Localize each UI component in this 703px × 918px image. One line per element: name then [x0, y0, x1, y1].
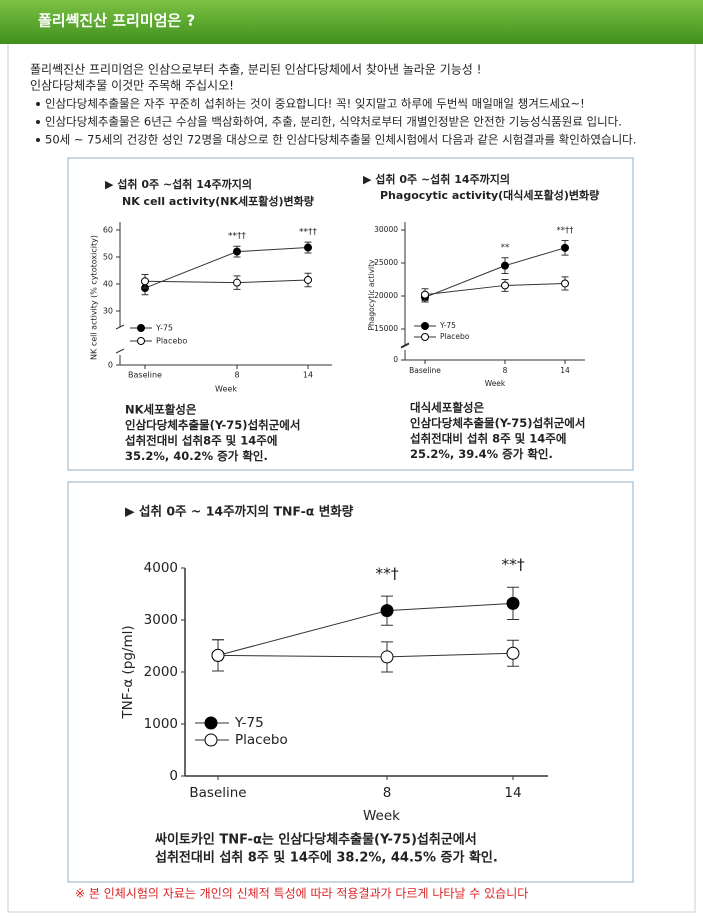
data-point	[304, 243, 312, 252]
bullet-dot	[36, 102, 40, 106]
legend-label: Y-75	[155, 324, 173, 333]
y-tick-label: 0	[108, 361, 113, 370]
bullet: 50세 ~ 75세의 건강한 성인 72명을 대상으로 한 인삼다당체추출물 인…	[45, 133, 636, 147]
chart-caption: NK세포활성은	[125, 403, 197, 417]
legend-label: Placebo	[235, 732, 288, 748]
y-tick-label: 2000	[144, 664, 178, 680]
chart-caption: 인삼다당체추출물(Y-75)섭취군에서	[410, 416, 585, 430]
axis-break	[400, 342, 410, 349]
legend-marker	[137, 324, 145, 332]
x-tick-label: 8	[234, 371, 239, 380]
chart-box	[67, 157, 634, 471]
x-axis-label: Week	[363, 808, 400, 824]
chart-caption: 섭취전대비 섭취8주 및 14주에	[125, 434, 277, 448]
data-point	[561, 279, 569, 288]
y-tick-label: 1000	[144, 716, 178, 732]
y-tick-label: 50	[103, 253, 113, 262]
axis-break	[115, 324, 125, 354]
legend-marker	[137, 337, 145, 345]
data-point	[233, 278, 241, 287]
data-point	[380, 604, 394, 618]
x-axis-label: Week	[485, 379, 506, 388]
y-tick-label: 25000	[374, 258, 398, 267]
y-tick-label: 30	[103, 307, 113, 316]
x-tick-label: 14	[303, 371, 313, 380]
chart-caption: 35.2%, 40.2% 증가 확인.	[125, 449, 268, 463]
x-tick-label: Baseline	[128, 371, 162, 380]
bullet-dot	[36, 138, 40, 142]
annotation: **†	[375, 565, 399, 583]
bullet-dot	[36, 120, 40, 124]
data-point	[501, 261, 509, 270]
x-tick-label: 8	[383, 785, 392, 801]
bullet: 인삼다당체추출물은 자주 꾸준히 섭취하는 것이 중요합니다! 꼭! 잊지말고 …	[45, 97, 585, 111]
header-title: 폴리쎅진산 프리미엄은 ?	[38, 12, 195, 30]
chart-title: ▶ 섭취 0주 ~섭취 14주까지의	[105, 177, 252, 191]
y-axis-label: NK cell activity (% cytotoxicity)	[90, 235, 99, 360]
annotation: **†	[501, 556, 525, 574]
y-tick-label: 30000	[374, 225, 398, 234]
legend-label: Y-75	[234, 715, 264, 731]
y-tick-label: 4000	[144, 560, 178, 576]
y-tick-label: 3000	[144, 612, 178, 628]
x-axis-label: Week	[215, 385, 237, 394]
annotation: **††	[557, 226, 575, 236]
chart-title: Phagocytic activity(대식세포활성)변화량	[380, 188, 599, 202]
data-point	[211, 648, 225, 662]
intro-line: 인삼다당체추물 이것만 주목해 주십시오!	[30, 79, 234, 93]
chart-title: NK cell activity(NK세포활성)변화량	[122, 194, 314, 208]
footnote: ※ 본 인체시험의 자료는 개인의 신체적 특성에 따라 적용결과가 다르게 나…	[75, 887, 528, 901]
content-border	[7, 39, 696, 913]
x-tick-label: 8	[503, 366, 508, 375]
chart-caption: 인삼다당체추출물(Y-75)섭취군에서	[125, 418, 300, 432]
y-tick-label: 20000	[374, 291, 398, 300]
y-tick-label: 15000	[374, 324, 398, 333]
data-point	[233, 247, 241, 256]
chart-caption: 싸이토카인 TNF-α는 인삼다당체추출물(Y-75)섭취군에서	[155, 832, 477, 848]
annotation: **††	[299, 228, 318, 238]
data-point	[506, 596, 520, 610]
x-tick-label: Baseline	[189, 785, 246, 801]
y-axis-label: TNF-α (pg/ml)	[120, 625, 136, 719]
y-tick-label: 0	[169, 768, 178, 784]
data-point	[304, 275, 312, 284]
chart-caption: 섭취전대비 섭취 8주 및 14주에	[410, 432, 566, 446]
chart-box	[67, 481, 634, 883]
legend-marker	[204, 733, 218, 747]
bullet: 인삼다당체추출물은 6년근 수삼을 백삼화하여, 추출, 분리한, 식약처로부터…	[45, 115, 622, 129]
y-tick-label: 0	[393, 355, 398, 364]
data-point	[380, 650, 394, 664]
chart-title: ▶ 섭취 0주 ~섭취 14주까지의	[363, 172, 510, 186]
header-bar	[0, 0, 703, 44]
annotation: **††	[228, 232, 247, 242]
x-tick-label: Baseline	[409, 366, 441, 375]
data-point	[501, 281, 509, 290]
x-tick-label: 14	[504, 785, 521, 801]
chart-caption: 섭취전대비 섭취 8주 및 14주에 38.2%, 44.5% 증가 확인.	[155, 850, 498, 866]
x-tick-label: 14	[560, 366, 570, 375]
legend-marker	[204, 716, 218, 730]
legend-marker	[421, 333, 429, 341]
data-point	[506, 646, 520, 660]
legend-marker	[421, 322, 429, 330]
data-point	[141, 277, 149, 286]
legend-label: Y-75	[439, 321, 456, 330]
y-tick-label: 40	[103, 280, 113, 289]
y-tick-label: 60	[103, 226, 113, 235]
annotation: **	[501, 243, 510, 253]
chart-caption: 대식세포활성은	[410, 401, 484, 415]
data-point	[421, 290, 429, 299]
y-axis-label: Phagocytic activity	[367, 259, 376, 331]
data-point	[561, 243, 569, 252]
chart-title: ▶ 섭취 0주 ~ 14주까지의 TNF-α 변화량	[125, 504, 354, 519]
legend-label: Placebo	[156, 337, 187, 346]
legend-label: Placebo	[440, 332, 470, 341]
intro-line: 폴리쎅진산 프리미엄은 인삼으로부터 추출, 분리된 인삼다당체에서 찾아낸 놀…	[30, 63, 481, 77]
chart-caption: 25.2%, 39.4% 증가 확인.	[410, 447, 553, 461]
